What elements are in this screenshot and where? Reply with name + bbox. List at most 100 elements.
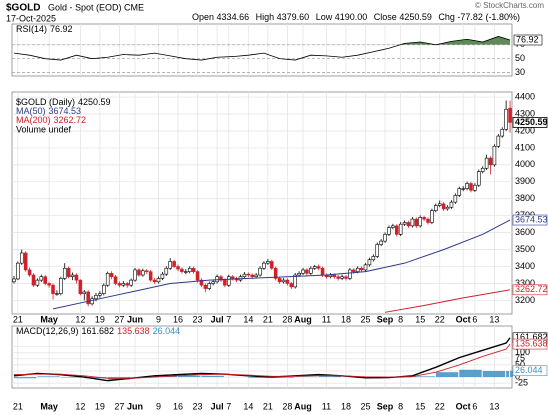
candle-body	[375, 244, 380, 257]
candle-body	[129, 279, 133, 286]
candle-body	[316, 266, 321, 269]
candle-body	[402, 222, 407, 225]
quote-label: Close	[374, 12, 397, 22]
x-tick-label: 27	[114, 314, 124, 324]
x-tick-label: 7	[226, 314, 231, 324]
candle-body	[449, 201, 454, 208]
x-tick-label: 21	[263, 401, 273, 411]
candle-body	[16, 262, 20, 280]
candle-body	[437, 203, 442, 206]
value-box	[513, 34, 543, 46]
candle-body	[461, 188, 465, 190]
candle-body	[211, 281, 215, 284]
x-tick-label: Oct	[456, 314, 471, 324]
candle-body	[328, 274, 333, 278]
macd-histogram	[412, 376, 435, 378]
ma-line	[52, 219, 511, 310]
quote-value: 4334.66	[217, 12, 250, 22]
macd-histogram	[248, 377, 271, 378]
candle-body	[301, 269, 305, 274]
candle-body	[59, 278, 63, 294]
macd-histogram	[318, 376, 342, 378]
quote-label: Open	[192, 12, 214, 22]
y-tick-label: 4200	[515, 125, 535, 135]
candle-body	[164, 267, 169, 275]
chart-title: Gold - Spot (EOD) CME	[48, 2, 144, 12]
candle-body	[187, 267, 192, 272]
ma-last: 3674.53	[515, 214, 548, 224]
candle-body	[297, 273, 301, 276]
value-box	[512, 117, 548, 128]
candle-body	[371, 256, 376, 261]
candle-body	[31, 274, 36, 286]
macd-last: 161.682	[515, 332, 548, 342]
quote-label: High	[256, 12, 275, 22]
x-tick-label: 21	[13, 314, 23, 324]
x-tick-label: 15	[415, 314, 425, 324]
y-tick-label: 75	[515, 353, 525, 363]
x-tick-label: 28	[282, 401, 292, 411]
candle-body	[508, 107, 512, 123]
x-tick-label: 13	[489, 401, 499, 411]
quote-value: 4190.00	[335, 12, 368, 22]
y-tick-label: 3600	[515, 227, 535, 237]
candle-body	[246, 273, 251, 276]
macd-histogram	[178, 375, 201, 378]
legend-name: $GOLD (Daily)	[16, 97, 75, 107]
candle-body	[418, 217, 422, 227]
candle-body	[332, 274, 337, 278]
candle-body	[133, 269, 137, 281]
y-tick-label: 4300	[515, 108, 535, 118]
candle-body	[492, 145, 497, 166]
candle-body	[285, 279, 290, 284]
macd-histogram	[271, 377, 295, 378]
x-tick-label: 18	[341, 401, 351, 411]
candle-body	[23, 252, 28, 271]
rsi-last: 76.92	[516, 34, 539, 44]
candle-body	[477, 171, 481, 186]
macd-histogram	[201, 375, 224, 378]
candle-body	[457, 188, 462, 196]
y-tick-label: 0	[515, 371, 520, 381]
x-tick-label: Oct	[456, 401, 471, 411]
candle-body	[74, 274, 79, 281]
macd-line	[13, 343, 511, 379]
x-tick-label: Aug	[294, 401, 312, 411]
y-tick-label: 3400	[515, 261, 535, 271]
candle-body	[219, 276, 223, 281]
y-tick-label: 30	[515, 67, 525, 77]
candle-body	[250, 274, 255, 278]
candle-body	[410, 218, 415, 227]
macd-histogram	[459, 369, 482, 378]
candle-body	[277, 278, 282, 283]
candle-body	[82, 291, 87, 294]
x-tick-label: 15	[415, 401, 425, 411]
x-tick-label: 18	[341, 314, 351, 324]
candle-body	[105, 273, 110, 286]
candle-body	[398, 223, 403, 235]
candle-body	[141, 270, 145, 276]
candle-body	[406, 222, 411, 227]
candle-body	[207, 283, 212, 289]
x-tick-label: 12	[75, 401, 85, 411]
candle-body	[90, 298, 94, 305]
quote-label: Chg	[438, 12, 455, 22]
price-legend: $GOLD (Daily) 4250.59	[16, 97, 111, 107]
candle-body	[66, 267, 71, 278]
x-tick-label: 9	[156, 314, 161, 324]
candle-body	[273, 267, 278, 279]
candle-body	[480, 167, 485, 172]
candle-body	[242, 273, 247, 278]
x-tick-label: 11	[322, 401, 331, 411]
candle-body	[363, 264, 368, 271]
candle-body	[391, 225, 395, 228]
y-tick-label: -25	[515, 378, 528, 388]
x-tick-label: Jul	[211, 401, 224, 411]
candle-body	[117, 283, 122, 286]
ma-last: 3262.72	[515, 284, 548, 294]
candle-body	[113, 276, 118, 284]
candle-body	[344, 276, 348, 279]
candle-body	[12, 278, 16, 283]
candle-body	[387, 227, 391, 235]
candle-body	[152, 279, 157, 283]
